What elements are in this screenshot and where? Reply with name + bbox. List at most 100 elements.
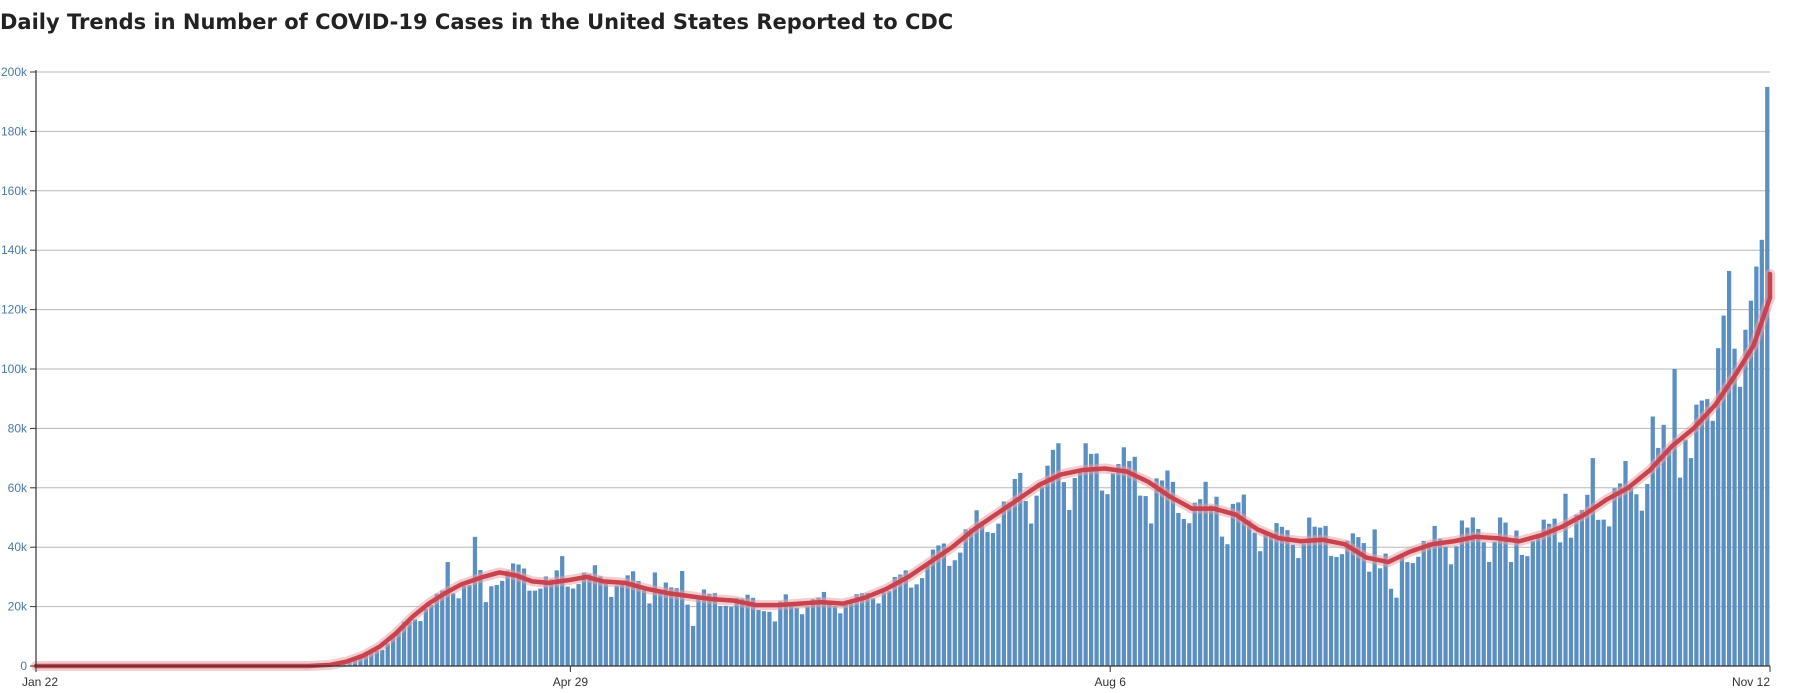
daily-bar — [1023, 501, 1028, 666]
y-tick-label: 100k — [1, 362, 28, 376]
daily-bar — [1154, 478, 1159, 666]
daily-bar — [892, 576, 897, 666]
daily-bar — [941, 543, 947, 666]
daily-bar — [1296, 558, 1301, 666]
daily-bar — [996, 523, 1001, 666]
daily-bar — [805, 606, 810, 666]
daily-bar — [701, 589, 707, 666]
daily-bar — [1459, 520, 1465, 666]
daily-bar — [990, 533, 996, 666]
daily-bar — [625, 575, 630, 666]
daily-bar — [1029, 523, 1034, 666]
daily-bar — [761, 611, 767, 666]
daily-case-bars — [314, 86, 1770, 667]
daily-bar — [1181, 518, 1186, 666]
daily-bar — [1383, 553, 1388, 666]
y-tick-label: 160k — [1, 184, 28, 198]
daily-bar — [1127, 461, 1132, 666]
daily-bar — [663, 582, 668, 666]
daily-bar — [1726, 270, 1732, 666]
daily-bar — [658, 591, 663, 666]
daily-bar — [1454, 546, 1459, 666]
daily-bar — [1247, 520, 1252, 666]
daily-bar — [985, 532, 990, 666]
daily-bar — [1421, 540, 1426, 666]
daily-bar — [1345, 540, 1350, 666]
daily-bar — [1219, 536, 1225, 666]
chart-title: Daily Trends in Number of COVID-19 Cases… — [0, 10, 954, 34]
daily-bar — [1432, 525, 1437, 666]
daily-bar — [843, 604, 848, 666]
daily-bar — [1225, 544, 1230, 666]
daily-bar — [1187, 523, 1192, 666]
daily-bar — [1410, 563, 1415, 666]
daily-bar — [1748, 300, 1754, 666]
daily-bar — [669, 587, 674, 666]
daily-bar — [914, 584, 919, 666]
daily-bar — [952, 560, 957, 666]
daily-bar — [1552, 518, 1557, 666]
daily-bar — [887, 591, 892, 666]
daily-bar — [1607, 526, 1612, 666]
daily-bar — [876, 603, 881, 666]
daily-bar — [412, 619, 418, 666]
daily-bar — [1743, 329, 1748, 666]
daily-bar — [1579, 510, 1584, 666]
daily-bar — [1639, 510, 1644, 666]
daily-bar — [1601, 519, 1606, 666]
y-tick-label: 80k — [8, 421, 28, 435]
daily-bar — [821, 591, 827, 666]
daily-bar — [1132, 456, 1137, 666]
daily-bar — [1367, 571, 1372, 666]
axes — [30, 70, 1771, 672]
daily-bar — [609, 596, 614, 666]
daily-bar — [1465, 527, 1470, 666]
daily-bar — [1617, 483, 1623, 666]
x-tick-label: Apr 29 — [553, 675, 589, 689]
y-tick-label: 0 — [20, 659, 27, 673]
daily-bar — [391, 636, 396, 666]
daily-bar — [1350, 533, 1355, 666]
daily-bar — [832, 606, 837, 666]
daily-bar — [1645, 484, 1650, 666]
daily-bar — [712, 593, 717, 666]
daily-bar — [401, 621, 407, 666]
daily-bar — [576, 584, 581, 666]
daily-bar — [778, 601, 783, 666]
daily-bar — [1214, 496, 1219, 666]
daily-bar — [936, 545, 941, 666]
daily-bar — [1737, 386, 1743, 666]
daily-bar — [1405, 562, 1410, 666]
daily-bar — [434, 593, 439, 666]
daily-bar — [1279, 526, 1285, 666]
daily-bar — [598, 576, 603, 666]
daily-bar — [380, 649, 385, 666]
daily-bar — [707, 593, 712, 666]
daily-bar — [1236, 502, 1241, 666]
daily-bar — [1650, 416, 1655, 666]
daily-bar — [718, 606, 723, 666]
daily-bar — [1230, 503, 1236, 666]
daily-bar — [838, 613, 843, 666]
daily-bar — [647, 603, 652, 666]
moving-average-line — [33, 271, 1773, 669]
daily-bar — [772, 621, 777, 666]
y-tick-label: 200k — [1, 65, 28, 79]
daily-bar — [1519, 554, 1525, 666]
daily-bar — [1241, 494, 1246, 666]
daily-bar — [794, 607, 799, 666]
daily-bar — [903, 570, 908, 666]
daily-bar — [1285, 530, 1290, 666]
daily-bar — [1476, 529, 1481, 666]
daily-bar — [1667, 450, 1672, 666]
daily-bar — [440, 590, 445, 666]
daily-bar — [1388, 588, 1394, 666]
daily-bar — [789, 603, 794, 666]
daily-bar — [930, 549, 936, 666]
daily-bar — [527, 590, 532, 666]
daily-bar — [560, 556, 565, 666]
daily-bar — [652, 572, 658, 666]
daily-bar — [369, 652, 374, 666]
daily-bar — [1508, 562, 1514, 666]
daily-bar — [969, 528, 974, 666]
